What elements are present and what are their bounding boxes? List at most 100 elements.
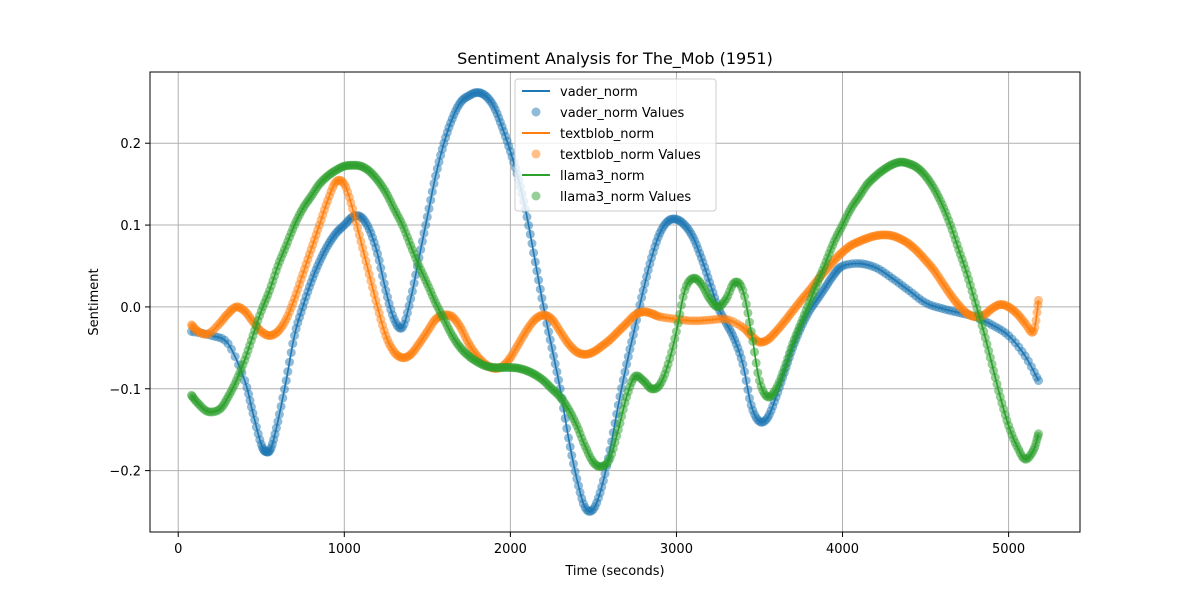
llama3-point (751, 358, 761, 368)
y-axis-label: Sentiment (87, 268, 102, 335)
textblob-point (1030, 322, 1040, 332)
vader-point (280, 384, 289, 394)
vader-point (620, 367, 630, 377)
vader-point (552, 367, 562, 377)
llama3-point (676, 300, 686, 310)
vader-point (250, 415, 260, 425)
llama3-point (615, 418, 625, 428)
llama3-point (671, 327, 681, 336)
vader-point (527, 239, 537, 248)
vader-point (431, 171, 441, 181)
llama3-point (617, 411, 627, 421)
legend-box (514, 78, 717, 212)
vader-point (402, 308, 412, 318)
vader-point (549, 351, 559, 361)
legend-label-vader: vader_norm (560, 85, 638, 100)
legend-label-llama3: llama3_norm (560, 169, 645, 184)
vader-point (288, 339, 298, 349)
vader-point (554, 375, 563, 385)
llama3-point (740, 292, 749, 301)
x-tick-label: 2000 (494, 542, 527, 557)
vader-point (740, 367, 749, 377)
vader-point (522, 212, 532, 222)
vader-point (630, 322, 640, 332)
y-tick-label: 0.0 (120, 301, 141, 316)
x-tick-label: 0 (174, 542, 182, 557)
vader-point (376, 263, 386, 273)
llama3-point (673, 318, 683, 328)
vader-point (544, 327, 554, 337)
vader-point (622, 359, 632, 369)
x-tick-label: 1000 (328, 542, 361, 557)
vader-point (537, 293, 547, 303)
vader-point (617, 383, 627, 393)
vader-point (240, 376, 250, 386)
vader-point (743, 385, 753, 395)
vader-point (429, 179, 439, 189)
plot-area-frame (149, 71, 1081, 533)
vader-point (286, 348, 296, 358)
vader-point (635, 300, 645, 310)
vader-point (572, 474, 582, 484)
vader-point (525, 229, 535, 239)
vader-point (550, 359, 560, 369)
vader-point (532, 266, 542, 276)
vader-point (598, 476, 608, 486)
chart-title: Sentiment Analysis for The_Mob (1951) (457, 49, 773, 69)
legend-handle-llama3-dots (531, 191, 541, 201)
vader-point (421, 220, 431, 230)
series-llama3 (187, 157, 1043, 472)
legend-label-textblob: textblob_norm (560, 127, 654, 142)
vader-point (638, 286, 648, 295)
vader-point (379, 279, 389, 288)
y-tick-label: 0.1 (120, 219, 141, 234)
vader-point (276, 401, 286, 411)
llama3-point (675, 309, 685, 319)
vader-point (230, 352, 240, 362)
vader-point (374, 255, 384, 265)
vader-point (530, 257, 540, 267)
vader-point (283, 367, 293, 377)
vader-point (416, 245, 426, 255)
vader-point (273, 417, 283, 426)
x-axis-ticks: 0 1000 2000 3000 4000 5000 (174, 532, 1025, 557)
vader-point (432, 164, 442, 174)
y-tick-label: −0.2 (109, 465, 141, 480)
vader-point (640, 279, 650, 289)
vader-point (422, 212, 432, 222)
vader-point (535, 284, 545, 294)
vader-point (623, 352, 633, 362)
vader-point (409, 278, 419, 288)
vader-point (545, 335, 555, 345)
vader-point (745, 393, 754, 403)
llama3-point (743, 308, 753, 318)
vader-point (567, 450, 577, 460)
vader-point (529, 248, 539, 258)
llama3-point (668, 341, 678, 351)
vader-point (628, 330, 638, 340)
textblob-point (1034, 295, 1043, 305)
x-tick-label: 5000 (992, 542, 1025, 557)
llama3-point (745, 317, 754, 327)
vader-point (278, 393, 288, 403)
x-axis-label: Time (seconds) (564, 564, 664, 579)
vader-point (426, 195, 436, 205)
vader-point (417, 236, 427, 246)
legend: vader_norm vader_norm Values textblob_no… (514, 78, 717, 212)
vader-point (741, 376, 751, 386)
y-axis-ticks: −0.2 −0.1 0.0 0.1 0.2 (109, 137, 150, 480)
llama3-point (753, 368, 763, 378)
llama3-point (746, 327, 756, 336)
llama3-point (750, 347, 759, 357)
llama3-point (748, 336, 758, 346)
vader-point (290, 331, 299, 341)
vader-point (615, 392, 625, 402)
vader-point (618, 375, 628, 385)
vader-point (534, 275, 544, 285)
vader-point (600, 469, 610, 479)
x-tick-label: 3000 (660, 542, 693, 557)
vader-point (427, 187, 437, 197)
vader-point (627, 337, 637, 347)
vader-point (227, 344, 236, 354)
